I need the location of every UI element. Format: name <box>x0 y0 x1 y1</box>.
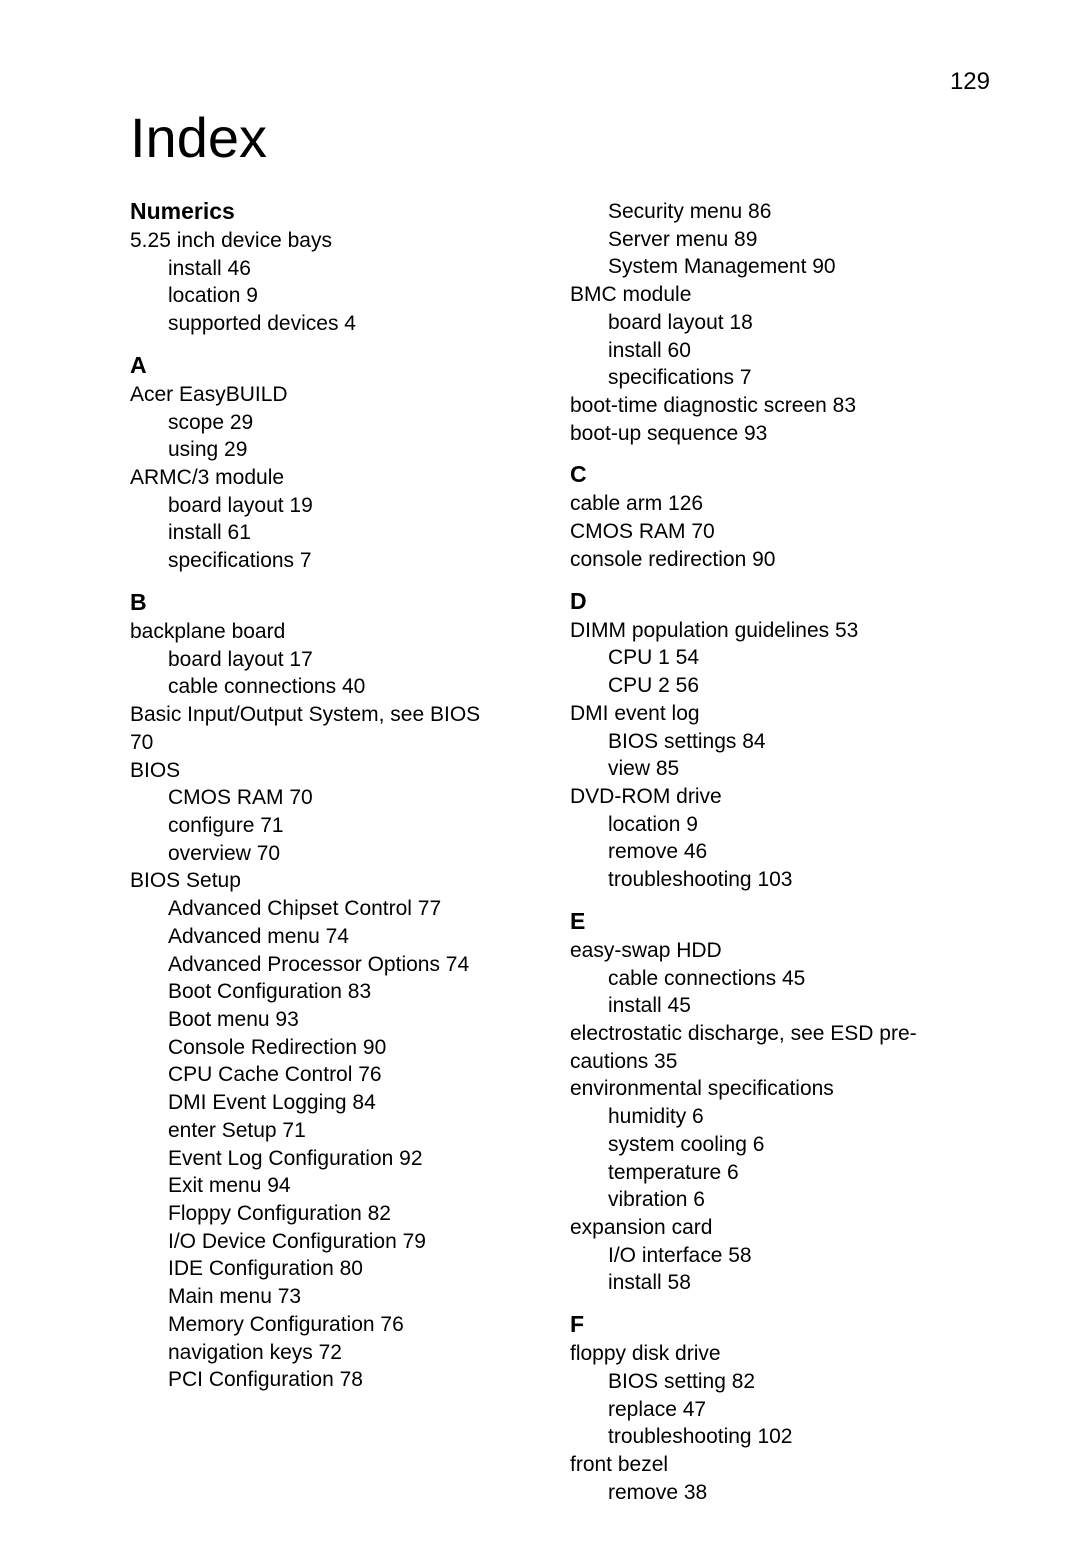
index-subentry: enter Setup 71 <box>130 1117 545 1145</box>
index-subentry: cable connections 40 <box>130 673 545 701</box>
index-entry: electrostatic discharge, see ESD pre- <box>570 1020 1000 1048</box>
index-subentry: install 60 <box>570 337 1000 365</box>
index-subentry: PCI Configuration 78 <box>130 1366 545 1394</box>
index-subentry: Boot menu 93 <box>130 1006 545 1034</box>
index-subentry: humidity 6 <box>570 1103 1000 1131</box>
index-subentry: configure 71 <box>130 812 545 840</box>
index-subentry: BIOS setting 82 <box>570 1368 1000 1396</box>
index-entry: BMC module <box>570 281 1000 309</box>
index-subentry: Exit menu 94 <box>130 1172 545 1200</box>
index-subentry: Console Redirection 90 <box>130 1034 545 1062</box>
index-subentry: navigation keys 72 <box>130 1339 545 1367</box>
index-subentry: Main menu 73 <box>130 1283 545 1311</box>
index-subentry: I/O interface 58 <box>570 1242 1000 1270</box>
index-entry: DMI event log <box>570 700 1000 728</box>
index-entry: 70 <box>130 729 545 757</box>
index-subentry: temperature 6 <box>570 1159 1000 1187</box>
index-subentry: install 46 <box>130 255 545 283</box>
index-subentry: Server menu 89 <box>570 226 1000 254</box>
index-entry: expansion card <box>570 1214 1000 1242</box>
index-subentry: Advanced Processor Options 74 <box>130 951 545 979</box>
index-subentry: I/O Device Configuration 79 <box>130 1228 545 1256</box>
index-subentry: using 29 <box>130 436 545 464</box>
index-subentry: location 9 <box>570 811 1000 839</box>
index-subentry: vibration 6 <box>570 1186 1000 1214</box>
index-entry: 5.25 inch device bays <box>130 227 545 255</box>
index-entry: BIOS Setup <box>130 867 545 895</box>
index-section-header: D <box>570 588 1000 615</box>
index-subentry: replace 47 <box>570 1396 1000 1424</box>
index-subentry: CPU Cache Control 76 <box>130 1061 545 1089</box>
index-subentry: specifications 7 <box>570 364 1000 392</box>
index-subentry: Boot Configuration 83 <box>130 978 545 1006</box>
index-entry: cautions 35 <box>570 1048 1000 1076</box>
index-subentry: board layout 17 <box>130 646 545 674</box>
index-subentry: CMOS RAM 70 <box>130 784 545 812</box>
index-subentry: CPU 1 54 <box>570 644 1000 672</box>
index-entry: Basic Input/Output System, see BIOS <box>130 701 545 729</box>
index-subentry: install 58 <box>570 1269 1000 1297</box>
index-subentry: board layout 18 <box>570 309 1000 337</box>
index-entry: environmental specifications <box>570 1075 1000 1103</box>
page-number: 129 <box>950 68 990 96</box>
index-subentry: remove 38 <box>570 1479 1000 1507</box>
index-entry: BIOS <box>130 757 545 785</box>
index-subentry: Advanced Chipset Control 77 <box>130 895 545 923</box>
index-subentry: install 61 <box>130 519 545 547</box>
index-subentry: DMI Event Logging 84 <box>130 1089 545 1117</box>
index-subentry: supported devices 4 <box>130 310 545 338</box>
index-entry: console redirection 90 <box>570 546 1000 574</box>
index-entry: Acer EasyBUILD <box>130 381 545 409</box>
index-subentry: view 85 <box>570 755 1000 783</box>
index-subentry: remove 46 <box>570 838 1000 866</box>
index-subentry: Security menu 86 <box>570 198 1000 226</box>
index-subentry: CPU 2 56 <box>570 672 1000 700</box>
index-subentry: Memory Configuration 76 <box>130 1311 545 1339</box>
index-subentry: board layout 19 <box>130 492 545 520</box>
index-section-header: E <box>570 908 1000 935</box>
index-subentry: location 9 <box>130 282 545 310</box>
index-column-right: Security menu 86Server menu 89System Man… <box>570 198 1000 1506</box>
index-subentry: cable connections 45 <box>570 965 1000 993</box>
index-subentry: overview 70 <box>130 840 545 868</box>
index-entry: boot-up sequence 93 <box>570 420 1000 448</box>
index-subentry: BIOS settings 84 <box>570 728 1000 756</box>
index-entry: DIMM population guidelines 53 <box>570 617 1000 645</box>
index-entry: floppy disk drive <box>570 1340 1000 1368</box>
page-title: Index <box>130 105 990 170</box>
index-section-header: A <box>130 352 545 379</box>
index-entry: cable arm 126 <box>570 490 1000 518</box>
index-subentry: Floppy Configuration 82 <box>130 1200 545 1228</box>
index-entry: DVD-ROM drive <box>570 783 1000 811</box>
index-subentry: install 45 <box>570 992 1000 1020</box>
index-subentry: specifications 7 <box>130 547 545 575</box>
index-subentry: System Management 90 <box>570 253 1000 281</box>
index-section-header: F <box>570 1311 1000 1338</box>
index-section-header: B <box>130 589 545 616</box>
index-subentry: system cooling 6 <box>570 1131 1000 1159</box>
index-columns: Numerics5.25 inch device baysinstall 46l… <box>130 198 990 1506</box>
index-subentry: troubleshooting 103 <box>570 866 1000 894</box>
index-entry: front bezel <box>570 1451 1000 1479</box>
index-section-header: C <box>570 461 1000 488</box>
index-subentry: troubleshooting 102 <box>570 1423 1000 1451</box>
index-column-left: Numerics5.25 inch device baysinstall 46l… <box>130 198 560 1506</box>
index-entry: easy-swap HDD <box>570 937 1000 965</box>
index-subentry: Event Log Configuration 92 <box>130 1145 545 1173</box>
index-entry: CMOS RAM 70 <box>570 518 1000 546</box>
index-entry: backplane board <box>130 618 545 646</box>
index-entry: boot-time diagnostic screen 83 <box>570 392 1000 420</box>
index-subentry: IDE Configuration 80 <box>130 1255 545 1283</box>
index-section-header: Numerics <box>130 198 545 225</box>
index-entry: ARMC/3 module <box>130 464 545 492</box>
index-subentry: scope 29 <box>130 409 545 437</box>
index-subentry: Advanced menu 74 <box>130 923 545 951</box>
